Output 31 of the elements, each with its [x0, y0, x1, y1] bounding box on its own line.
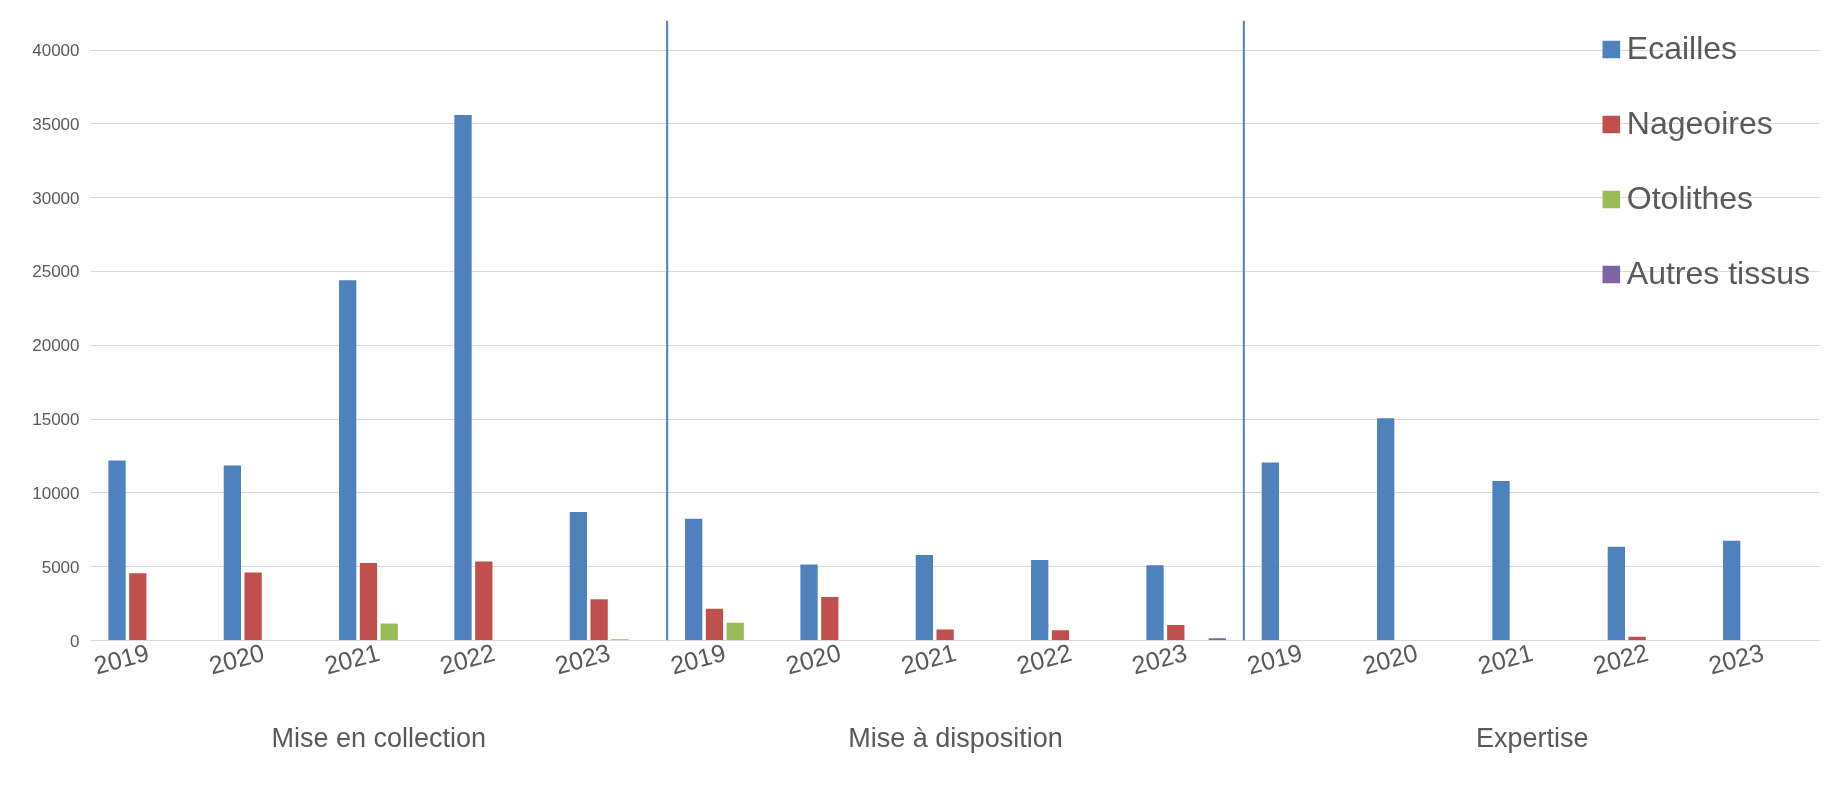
x-tick-label: 2021	[898, 637, 960, 680]
x-tick-label: 2020	[206, 637, 268, 680]
x-tick-label: 2022	[1013, 637, 1075, 680]
x-tick-label: 2021	[1474, 637, 1536, 680]
y-tick-label: 30000	[32, 188, 80, 208]
text: Expertise	[1475, 722, 1589, 753]
y-tick-label: 0	[70, 631, 80, 651]
legend-label: Nageoires	[1626, 105, 1773, 142]
y-tick-label: 20000	[32, 336, 80, 356]
x-tick-label: 2022	[436, 637, 498, 680]
x-tick-label: 2020	[782, 637, 844, 680]
text: Mise à disposition	[848, 722, 1063, 753]
x-tick-label: 2020	[1359, 637, 1421, 680]
y-tick-label: 15000	[32, 410, 80, 430]
y-tick-label: 40000	[32, 41, 80, 61]
y-tick-label: 10000	[32, 483, 80, 503]
legend-label: Otolithes	[1626, 180, 1754, 217]
x-tick-label: 2019	[1244, 637, 1306, 680]
text: Mise en collection	[271, 722, 487, 753]
y-tick-label: 5000	[41, 557, 80, 577]
y-tick-label: 25000	[32, 262, 80, 282]
x-tick-label: 2019	[667, 637, 729, 680]
x-tick-label: 2023	[1128, 637, 1190, 680]
legend-label: Autres tissus	[1626, 255, 1810, 292]
x-tick-label: 2021	[321, 637, 383, 680]
y-tick-label: 35000	[32, 114, 80, 134]
x-tick-label: 2023	[1705, 637, 1767, 680]
legend-label: Ecailles	[1626, 30, 1738, 67]
x-tick-label: 2019	[90, 637, 152, 680]
x-tick-label: 2022	[1590, 637, 1652, 680]
x-tick-label: 2023	[552, 637, 614, 680]
